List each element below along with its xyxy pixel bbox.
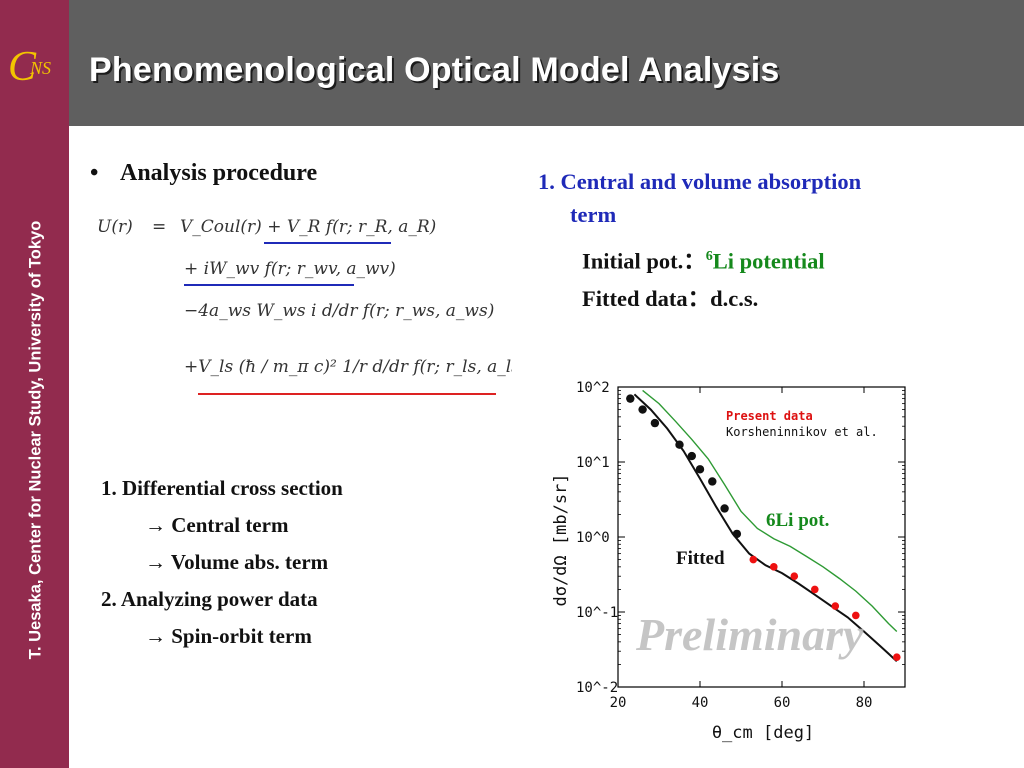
data-point <box>720 504 729 513</box>
step-title-line-1: 1. Central and volume absorption <box>538 169 862 194</box>
step-title-line-2: term <box>570 202 617 227</box>
list-item: → Spin-orbit term <box>145 624 312 648</box>
data-point <box>675 440 684 449</box>
x-tick-label: 60 <box>774 695 791 711</box>
data-point <box>790 572 799 581</box>
data-point <box>893 653 901 661</box>
data-point <box>732 529 742 539</box>
logo-letter-c: C <box>8 44 37 90</box>
data-point <box>831 602 840 610</box>
procedure-list: 1. Differential cross section → Central … <box>101 474 343 659</box>
y-tick-label: 10^1 <box>576 455 610 471</box>
annotation-6li-pot: 6Li pot. <box>766 510 829 531</box>
formula-line-2: + iW_wv f(r; r_wv, a_wv) <box>184 259 396 279</box>
analysis-procedure-heading: Analysis procedure <box>120 160 318 186</box>
data-point <box>708 477 717 486</box>
series-line-6li-pot- <box>642 389 898 633</box>
formula-equals: = <box>152 217 166 237</box>
initial-potential-label: Initial pot.： <box>582 248 706 274</box>
header-bar: Phenomenological Optical Model Analysis <box>69 0 1024 126</box>
optical-potential-formula: U(r) = V_Coul(r) + V_R f(r; r_R, a_R) + … <box>97 217 512 395</box>
fitted-data-label: Fitted data： <box>582 286 711 311</box>
step-description: 1. Central and volume absorption term In… <box>538 168 861 318</box>
logo-letters-ns: NS <box>29 58 51 78</box>
x-tick-label: 20 <box>610 695 627 711</box>
list-item: → Central term <box>145 513 289 537</box>
data-point <box>695 465 705 474</box>
initial-potential-value: Li potential <box>712 248 825 274</box>
sidebar-vertical-text: T. Uesaka, Center for Nuclear Study, Uni… <box>26 220 45 660</box>
data-point <box>687 451 696 461</box>
x-axis-label: θ_cm [deg] <box>712 723 814 743</box>
list-item: 1. Differential cross section <box>101 476 343 500</box>
annotation-fitted: Fitted <box>676 548 725 569</box>
formula-line-3: −4a_ws W_ws i d/dr f(r; r_ws, a_ws) <box>184 301 494 321</box>
y-tick-label: 10^-1 <box>576 605 618 621</box>
y-tick-label: 10^2 <box>576 380 610 396</box>
data-point <box>811 585 819 594</box>
y-tick-label: 10^0 <box>576 530 610 546</box>
formula-lhs: U(r) <box>97 217 133 237</box>
legend-korsheninnikov: Korsheninnikov et al. <box>726 425 878 439</box>
initial-potential-superscript: 6 <box>705 249 713 264</box>
cross-section-chart: 20 40 60 80 10^2 10^1 10^0 10^-1 10^-2 dσ/dΩ [mb… <box>551 380 906 743</box>
formula-line-4: +V_ls (ħ / m_π c)² 1/r d/dr f(r; r_ls, a… <box>184 357 512 377</box>
x-tick-label: 40 <box>692 695 709 711</box>
bullet-heading: • Analysis procedure <box>90 160 317 187</box>
list-item: → Volume abs. term <box>145 550 329 574</box>
data-point <box>852 611 860 620</box>
bullet-dot: • <box>90 160 99 186</box>
page-title: Phenomenological Optical Model Analysis <box>89 51 780 89</box>
initial-potential-line: Initial pot.：6Li potential <box>538 243 861 285</box>
data-point <box>626 394 635 403</box>
x-tick-label: 80 <box>856 695 873 711</box>
data-point <box>650 418 660 428</box>
data-point <box>770 563 778 571</box>
fitted-data-line: Fitted data：d.c.s. <box>538 285 861 318</box>
data-point <box>749 555 758 564</box>
fitted-data-value: d.c.s. <box>710 286 759 311</box>
cns-logo: C NS <box>8 44 51 90</box>
list-item: 2. Analyzing power data <box>101 587 318 611</box>
y-tick-label: 10^-2 <box>576 680 618 696</box>
annotation-preliminary: Preliminary <box>635 609 864 660</box>
legend-present-data: Present data <box>726 409 813 423</box>
formula-line-1: V_Coul(r) + V_R f(r; r_R, a_R) <box>180 217 436 237</box>
y-axis-label: dσ/dΩ [mb/sr] <box>551 473 571 606</box>
sidebar: C NS T. Uesaka, Center for Nuclear Study… <box>0 0 69 768</box>
data-point <box>638 405 647 414</box>
